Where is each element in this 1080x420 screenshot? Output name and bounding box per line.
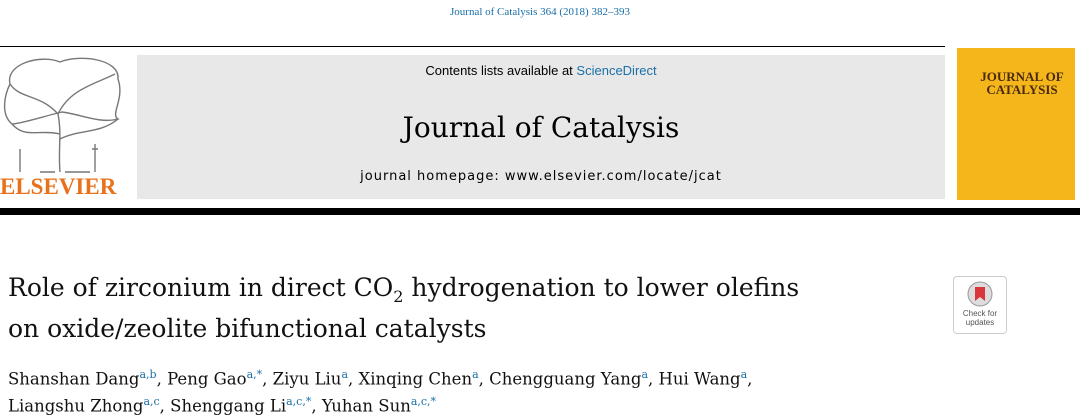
sciencedirect-link[interactable]: ScienceDirect — [576, 63, 657, 78]
author-affiliation[interactable]: a,c,* — [286, 394, 312, 408]
contents-prefix: Contents lists available at — [425, 63, 573, 78]
author-separator: , — [262, 369, 268, 389]
author-affiliation[interactable]: a — [472, 368, 479, 381]
journal-cover: JOURNAL OF CATALYSIS — [957, 48, 1075, 200]
author-separator: , — [648, 369, 654, 389]
author-name[interactable]: Xinqing Chen — [358, 369, 473, 389]
citation: Journal of Catalysis 364 (2018) 382–393 — [450, 6, 630, 18]
cover-title: JOURNAL OF — [980, 69, 1064, 84]
logo-tree — [3, 57, 121, 173]
author-affiliation[interactable]: a,* — [246, 368, 263, 381]
journal-name: Journal of Catalysis — [402, 111, 680, 144]
check-updates-badge[interactable]: Check for updates — [953, 276, 1007, 334]
title-text: Role of zirconium in direct CO — [8, 273, 394, 302]
author-separator: , — [156, 369, 162, 389]
author-list: Shanshan Danga,b, Peng Gaoa,*, Ziyu Liua… — [8, 364, 752, 417]
author-separator: , — [747, 369, 753, 389]
badge-text: Check for — [962, 309, 998, 318]
author-name[interactable]: Hui Wang — [658, 369, 741, 389]
author-name[interactable]: Ziyu Liu — [272, 369, 342, 389]
title-text: hydrogenation to lower olefins — [403, 273, 800, 302]
masthead: Contents lists available at ScienceDirec… — [137, 55, 945, 199]
title-subscript: 2 — [393, 287, 404, 306]
author-name[interactable]: Shanshan Dang — [8, 369, 140, 389]
author-affiliation[interactable]: a,c,* — [410, 394, 437, 408]
author-name[interactable]: Peng Gao — [167, 369, 247, 389]
publisher-logo: ELSEVIER — [0, 54, 130, 200]
badge-icon — [967, 281, 993, 307]
rule — [0, 208, 1080, 215]
author-affiliation[interactable]: a — [740, 368, 748, 381]
journal-homepage[interactable]: journal homepage: www.elsevier.com/locat… — [360, 169, 722, 184]
title-text: on oxide/zeolite bifunctional catalysts — [8, 314, 487, 343]
author-separator: , — [311, 396, 317, 415]
author-separator: , — [159, 396, 165, 415]
author-affiliation[interactable]: a,c — [143, 394, 160, 408]
author-name[interactable]: Liangshu Zhong — [8, 396, 144, 415]
contents-line: Contents lists available at ScienceDirec… — [137, 63, 945, 78]
cover-title: CATALYSIS — [986, 82, 1058, 97]
author-name[interactable]: Chengguang Yang — [489, 369, 642, 389]
author-line: Liangshu Zhonga,c, Shenggang Lia,c,*, Yu… — [8, 391, 752, 418]
author-line: Shanshan Danga,b, Peng Gaoa,*, Ziyu Liua… — [8, 364, 752, 391]
badge-text: updates — [965, 318, 995, 327]
author-name[interactable]: Shenggang Li — [170, 396, 287, 415]
publisher-name: ELSEVIER — [0, 174, 117, 199]
author-affiliation[interactable]: a,b — [139, 368, 157, 381]
author-separator: , — [478, 369, 484, 389]
author-separator: , — [348, 369, 354, 389]
author-affiliation[interactable]: a — [341, 368, 348, 381]
rule — [0, 46, 945, 47]
author-name[interactable]: Yuhan Sun — [321, 396, 411, 415]
author-affiliation[interactable]: a — [641, 368, 649, 381]
article-title: Role of zirconium in direct CO2 hydrogen… — [8, 272, 799, 345]
